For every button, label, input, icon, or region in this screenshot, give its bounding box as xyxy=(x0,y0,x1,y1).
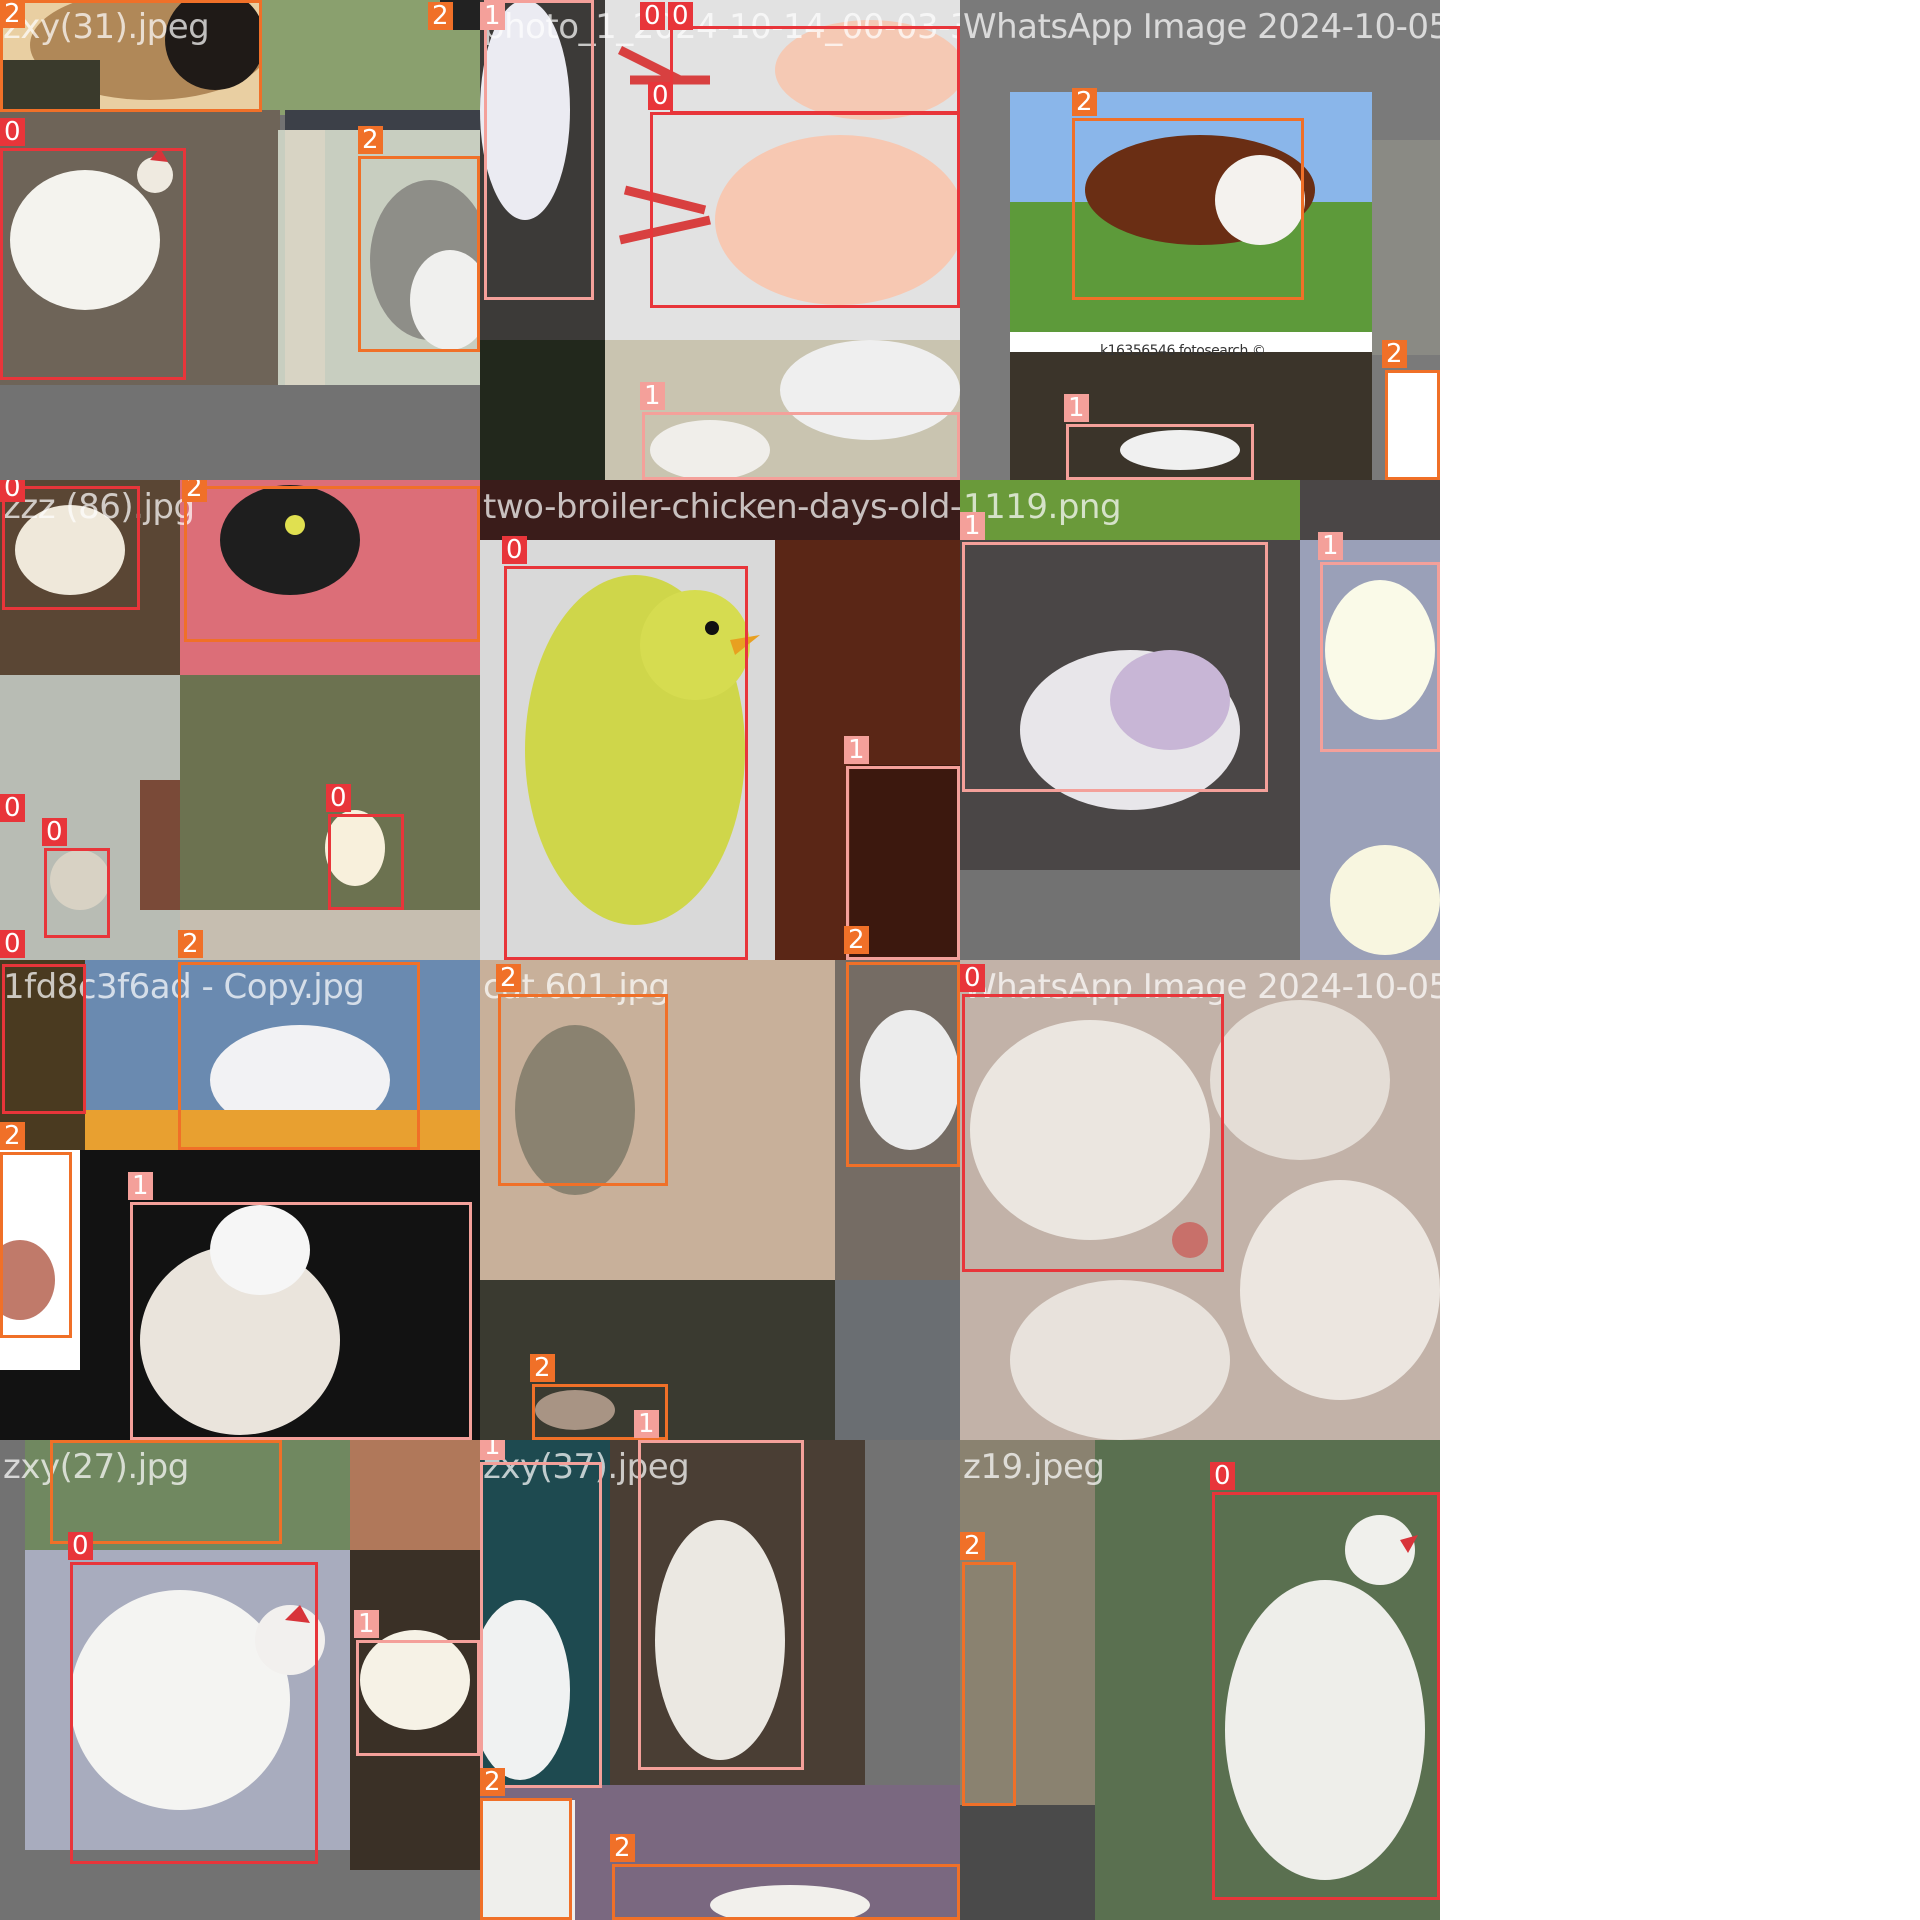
bbox-label: 2 xyxy=(960,1532,985,1560)
bbox-class-1 xyxy=(480,1462,602,1788)
bbox-label: 0 xyxy=(640,2,665,30)
tile-1119: 1119.png 1 1 xyxy=(960,480,1440,960)
bbox-class-2 xyxy=(0,0,262,112)
bbox-class-0 xyxy=(962,994,1224,1272)
bbox-label: 2 xyxy=(428,2,453,30)
bbox-label: 2 xyxy=(844,926,869,954)
bbox-class-2 xyxy=(0,1152,72,1338)
bbox-class-1 xyxy=(642,412,960,480)
tile-image xyxy=(480,0,960,480)
bbox-class-2 xyxy=(1072,118,1304,300)
bbox-label: 1 xyxy=(480,2,505,30)
bbox-label: 1 xyxy=(640,382,665,410)
bbox-label: 0 xyxy=(0,480,25,502)
tile-image xyxy=(480,960,960,1440)
tile-whatsapp1948: WhatsApp Image 2024-10-05 at 19.48.58_5f… xyxy=(960,960,1440,1440)
bbox-class-0 xyxy=(670,26,960,114)
bbox-class-0 xyxy=(504,566,748,960)
bbox-label: 0 xyxy=(960,964,985,992)
bbox-class-2 xyxy=(480,1798,572,1920)
bbox-class-0 xyxy=(0,148,186,380)
bbox-label: 1 xyxy=(844,736,869,764)
bbox-label: 0 xyxy=(326,784,351,812)
bbox-label: 2 xyxy=(0,0,25,28)
tile-image xyxy=(960,480,1440,960)
bbox-label: 1 xyxy=(354,1610,379,1638)
bbox-label: 1 xyxy=(128,1172,153,1200)
bbox-label: 0 xyxy=(68,1532,93,1560)
bbox-class-0 xyxy=(650,112,960,308)
bbox-class-2 xyxy=(962,1562,1016,1806)
bbox-class-1 xyxy=(356,1640,480,1756)
tile-twobroiler: two-broiler-chicken-days-old-white-10706… xyxy=(480,480,960,960)
bbox-class-2 xyxy=(178,962,420,1150)
bbox-label: 0 xyxy=(668,2,693,30)
bbox-class-0 xyxy=(328,814,404,910)
bbox-label: 1 xyxy=(480,1440,505,1460)
bbox-class-0 xyxy=(1212,1492,1440,1900)
bbox-class-2 xyxy=(498,994,668,1186)
bbox-class-2 xyxy=(532,1384,668,1440)
bbox-label: 0 xyxy=(42,818,67,846)
tile-image xyxy=(480,480,960,960)
bbox-class-0 xyxy=(2,486,140,610)
bbox-label: 2 xyxy=(1072,88,1097,116)
bbox-class-1 xyxy=(484,0,594,300)
tile-image xyxy=(960,0,1440,480)
tile-photo1: photo_1_2024-10-14_00-03-32.jpg 1 0 0 0 … xyxy=(480,0,960,480)
bbox-label: 2 xyxy=(0,1122,25,1150)
tile-image xyxy=(480,1440,960,1920)
tile-1fd8: 1fd8c3f6ad - Copy.jpg 2 1 xyxy=(0,960,480,1440)
bbox-label: 2 xyxy=(480,1768,505,1796)
tile-cat601: cat.601.jpg 2 2 1 xyxy=(480,960,960,1440)
tile-image xyxy=(0,0,480,480)
bbox-class-1 xyxy=(1320,562,1440,752)
bbox-class-1 xyxy=(1066,424,1254,480)
bbox-label: 1 xyxy=(634,1410,659,1438)
bbox-label: 2 xyxy=(1382,340,1407,368)
bbox-label: 2 xyxy=(178,930,203,958)
mosaic-grid: zxy(31).jpeg 2 0 2 2 photo_1_2024-10-14_… xyxy=(0,0,1440,1920)
tile-z19: z19.jpeg 2 0 xyxy=(960,1440,1440,1920)
bbox-label: 0 xyxy=(0,794,25,822)
bbox-label: 1 xyxy=(1064,394,1089,422)
bbox-class-2 xyxy=(184,486,480,642)
bbox-class-0 xyxy=(2,964,86,1114)
tile-zzz86: zzz (86).jpg 0 2 0 0 0 0 2 xyxy=(0,480,480,960)
bbox-label: 0 xyxy=(648,82,673,110)
bbox-label: 0 xyxy=(1210,1462,1235,1490)
bbox-class-1 xyxy=(638,1440,804,1770)
bbox-class-2 xyxy=(50,1440,282,1544)
tile-image xyxy=(0,1440,480,1920)
tile-image xyxy=(0,960,480,1440)
bbox-class-1 xyxy=(130,1202,472,1440)
bbox-label: 2 xyxy=(496,964,521,992)
bbox-label: 2 xyxy=(530,1354,555,1382)
tile-zxy27: zxy(27).jpg 0 1 xyxy=(0,1440,480,1920)
bbox-class-2 xyxy=(1385,370,1440,480)
bbox-label: 0 xyxy=(0,118,25,146)
bbox-class-0 xyxy=(44,848,110,938)
bbox-class-0 xyxy=(70,1562,318,1864)
tile-image xyxy=(0,480,480,960)
bbox-class-1 xyxy=(962,542,1268,792)
bbox-class-2 xyxy=(612,1864,960,1920)
tile-whatsapp1921: WhatsApp Image 2024-10-05 at 19.21.53_bf… xyxy=(960,0,1440,480)
tile-zxy37: zxy(37).jpeg 1 2 2 xyxy=(480,1440,960,1920)
bbox-label: 2 xyxy=(182,480,207,502)
bbox-label: 1 xyxy=(1318,532,1343,560)
tile-zxy31: zxy(31).jpeg 2 0 2 2 xyxy=(0,0,480,480)
bbox-label: 0 xyxy=(502,536,527,564)
bbox-label: 1 xyxy=(960,512,985,540)
tile-image xyxy=(960,960,1440,1440)
bbox-label: 2 xyxy=(610,1834,635,1862)
bbox-class-2 xyxy=(846,962,960,1167)
tile-image xyxy=(960,1440,1440,1920)
bbox-class-1 xyxy=(846,766,960,960)
bbox-class-2 xyxy=(358,156,480,352)
bbox-label: 0 xyxy=(0,930,25,958)
bbox-label: 2 xyxy=(358,126,383,154)
